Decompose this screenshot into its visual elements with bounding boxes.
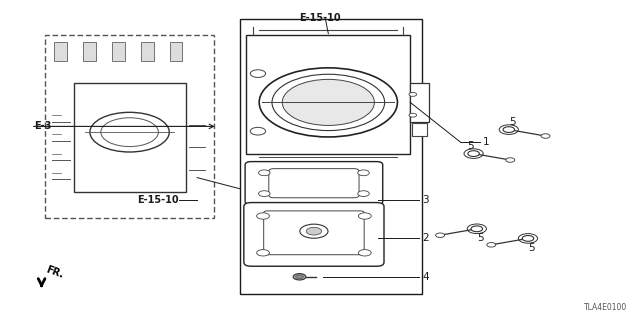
Bar bbox=[240, 19, 422, 294]
Text: E-15-10: E-15-10 bbox=[300, 12, 341, 23]
Text: 5: 5 bbox=[467, 140, 474, 151]
Bar bbox=[410, 83, 429, 122]
Ellipse shape bbox=[257, 213, 269, 219]
Text: 5: 5 bbox=[528, 243, 534, 253]
Text: TLA4E0100: TLA4E0100 bbox=[584, 303, 627, 312]
Ellipse shape bbox=[541, 134, 550, 138]
Bar bbox=[170, 42, 182, 61]
Text: E-3: E-3 bbox=[34, 121, 51, 132]
Ellipse shape bbox=[358, 170, 369, 176]
Bar bbox=[412, 123, 427, 136]
Text: E-15-10: E-15-10 bbox=[138, 195, 179, 205]
Ellipse shape bbox=[259, 191, 270, 196]
Text: 3: 3 bbox=[422, 195, 429, 205]
Bar bbox=[54, 42, 67, 61]
Ellipse shape bbox=[296, 275, 303, 279]
Ellipse shape bbox=[358, 191, 369, 196]
Ellipse shape bbox=[250, 70, 266, 77]
Ellipse shape bbox=[471, 226, 483, 232]
Ellipse shape bbox=[300, 224, 328, 238]
Ellipse shape bbox=[257, 250, 269, 256]
Ellipse shape bbox=[436, 233, 445, 237]
Ellipse shape bbox=[358, 213, 371, 219]
Ellipse shape bbox=[409, 113, 417, 117]
Bar bbox=[141, 42, 154, 61]
Text: 4: 4 bbox=[422, 272, 429, 282]
FancyBboxPatch shape bbox=[244, 203, 384, 266]
Ellipse shape bbox=[293, 274, 306, 280]
Bar bbox=[112, 42, 125, 61]
Bar bbox=[83, 42, 96, 61]
Ellipse shape bbox=[358, 250, 371, 256]
Ellipse shape bbox=[409, 92, 417, 96]
Ellipse shape bbox=[487, 243, 496, 247]
Ellipse shape bbox=[307, 227, 322, 235]
Ellipse shape bbox=[250, 127, 266, 135]
FancyBboxPatch shape bbox=[264, 211, 364, 255]
FancyBboxPatch shape bbox=[245, 162, 383, 205]
Bar bbox=[45, 35, 214, 218]
Text: 5: 5 bbox=[509, 116, 515, 127]
Text: FR.: FR. bbox=[45, 264, 65, 280]
Ellipse shape bbox=[468, 151, 479, 156]
Ellipse shape bbox=[282, 79, 374, 125]
Bar bbox=[246, 35, 410, 154]
Bar bbox=[74, 83, 186, 192]
Ellipse shape bbox=[506, 158, 515, 162]
Ellipse shape bbox=[522, 236, 534, 241]
Ellipse shape bbox=[259, 170, 270, 176]
Ellipse shape bbox=[503, 127, 515, 132]
Text: 1: 1 bbox=[483, 137, 490, 148]
Text: 2: 2 bbox=[422, 233, 429, 244]
FancyBboxPatch shape bbox=[269, 169, 359, 198]
Text: 5: 5 bbox=[477, 233, 483, 244]
